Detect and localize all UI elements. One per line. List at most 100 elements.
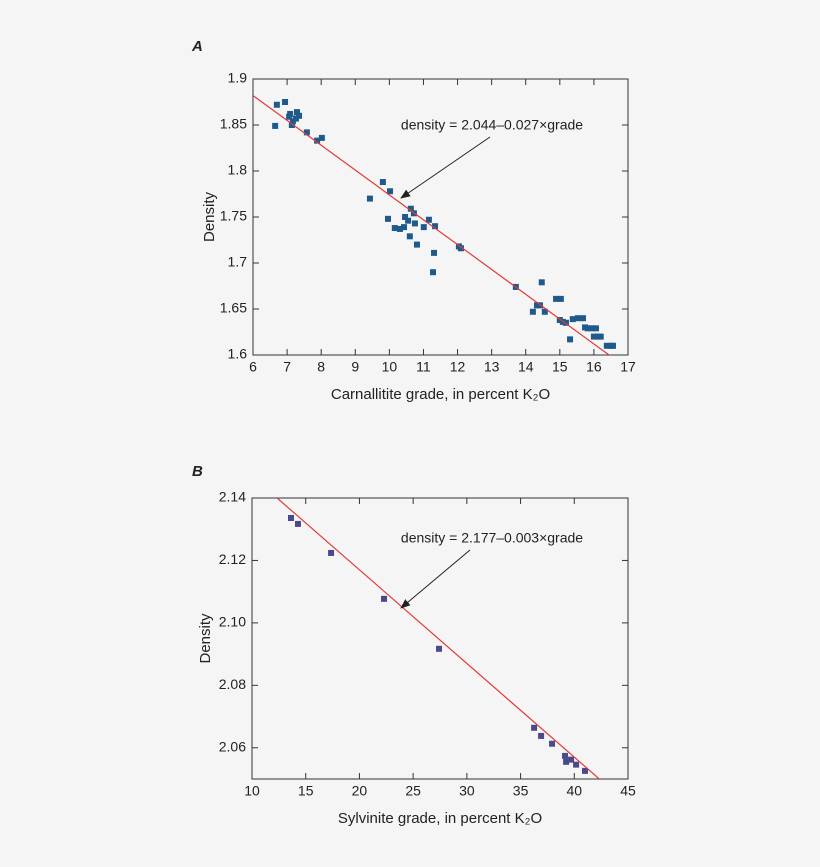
data-point xyxy=(529,308,536,315)
y-tick-label: 1.9 xyxy=(228,70,248,86)
y-tick-label: 1.85 xyxy=(220,116,247,132)
x-tick-label: 10 xyxy=(244,783,260,799)
data-point xyxy=(405,217,412,224)
data-point xyxy=(402,214,409,220)
annotation-arrow xyxy=(400,136,491,199)
x-tick-label: 9 xyxy=(351,359,359,375)
data-point xyxy=(533,302,540,309)
data-point xyxy=(562,319,569,326)
data-point xyxy=(385,215,391,222)
annotation: density = 2.177–0.003×grade xyxy=(401,530,583,546)
x-tick-label: 17 xyxy=(620,359,636,375)
data-point xyxy=(420,224,427,231)
y-tick-label: 2.06 xyxy=(219,738,246,754)
data-point xyxy=(401,224,408,231)
data-point xyxy=(387,188,394,195)
data-point xyxy=(411,220,418,227)
data-point xyxy=(413,241,420,248)
annotation-arrow xyxy=(400,549,471,609)
data-point xyxy=(318,134,325,141)
x-tick-label: 14 xyxy=(518,359,534,375)
x-tick-label: 16 xyxy=(586,359,602,375)
data-point xyxy=(574,315,581,322)
y-tick-label: 1.75 xyxy=(220,208,247,224)
x-tick-label: 13 xyxy=(484,359,500,375)
y-axis-label: Density xyxy=(201,191,218,242)
panel-label: B xyxy=(192,463,203,480)
x-tick-label: 20 xyxy=(352,783,368,799)
data-point xyxy=(457,245,464,252)
data-point xyxy=(366,195,373,202)
y-tick-label: 2.10 xyxy=(219,614,246,630)
data-point xyxy=(431,249,438,256)
data-point xyxy=(379,179,386,186)
x-tick-label: 15 xyxy=(298,783,314,799)
data-point xyxy=(396,225,403,232)
data-point xyxy=(549,740,556,747)
data-point xyxy=(590,333,597,340)
data-point xyxy=(584,325,591,332)
data-point xyxy=(407,205,414,212)
data-point xyxy=(282,99,289,105)
data-point xyxy=(568,756,575,763)
x-axis-label: Sylvinite grade, in percent K₂O xyxy=(338,810,542,827)
x-tick-label: 25 xyxy=(405,783,421,799)
data-point xyxy=(567,336,574,343)
data-point xyxy=(556,317,563,324)
data-point xyxy=(293,109,300,116)
data-point xyxy=(287,514,294,521)
x-tick-label: 11 xyxy=(416,359,431,375)
data-point xyxy=(531,724,538,731)
data-point xyxy=(425,216,432,223)
data-point xyxy=(391,225,398,232)
data-point xyxy=(588,325,595,332)
plot-frame xyxy=(251,497,629,780)
data-point xyxy=(563,758,570,765)
data-point xyxy=(573,761,580,768)
x-tick-label: 10 xyxy=(382,359,398,375)
data-point xyxy=(292,115,299,122)
data-point xyxy=(314,137,321,144)
x-axis-label: Carnallitite grade, in percent K₂O xyxy=(331,386,550,403)
x-tick-label: 8 xyxy=(317,359,325,375)
data-point xyxy=(406,233,413,240)
data-point xyxy=(580,315,586,322)
panel-label: A xyxy=(191,38,203,55)
y-tick-label: 2.14 xyxy=(219,489,246,505)
data-point xyxy=(381,595,388,602)
x-tick-label: 7 xyxy=(283,359,291,375)
x-tick-label: 35 xyxy=(513,783,529,799)
data-point xyxy=(430,269,436,276)
y-tick-label: 2.08 xyxy=(219,676,246,692)
data-point xyxy=(288,122,295,128)
data-point xyxy=(610,342,616,349)
y-axis-label: Density xyxy=(197,613,214,664)
data-point xyxy=(432,223,439,230)
fit-line xyxy=(253,95,611,355)
y-tick-label: 1.8 xyxy=(228,162,248,178)
data-point xyxy=(289,118,296,125)
data-point xyxy=(592,325,599,332)
x-tick-label: 30 xyxy=(459,783,475,799)
data-point xyxy=(294,520,301,527)
data-point xyxy=(436,645,443,652)
fit-line xyxy=(276,498,601,779)
data-point xyxy=(541,308,548,315)
data-point xyxy=(597,333,604,340)
y-tick-label: 1.65 xyxy=(220,300,247,316)
x-tick-label: 45 xyxy=(620,783,636,799)
x-tick-label: 6 xyxy=(249,359,257,375)
x-tick-label: 15 xyxy=(552,359,568,375)
data-point xyxy=(569,316,576,323)
x-tick-label: 40 xyxy=(566,783,582,799)
y-tick-label: 2.12 xyxy=(219,551,246,567)
data-point xyxy=(582,767,589,774)
y-tick-label: 1.7 xyxy=(228,254,248,270)
data-point xyxy=(273,101,280,108)
annotation: density = 2.044–0.027×grade xyxy=(401,117,583,133)
data-point xyxy=(538,279,545,286)
data-point xyxy=(603,342,610,349)
data-point xyxy=(562,752,569,759)
